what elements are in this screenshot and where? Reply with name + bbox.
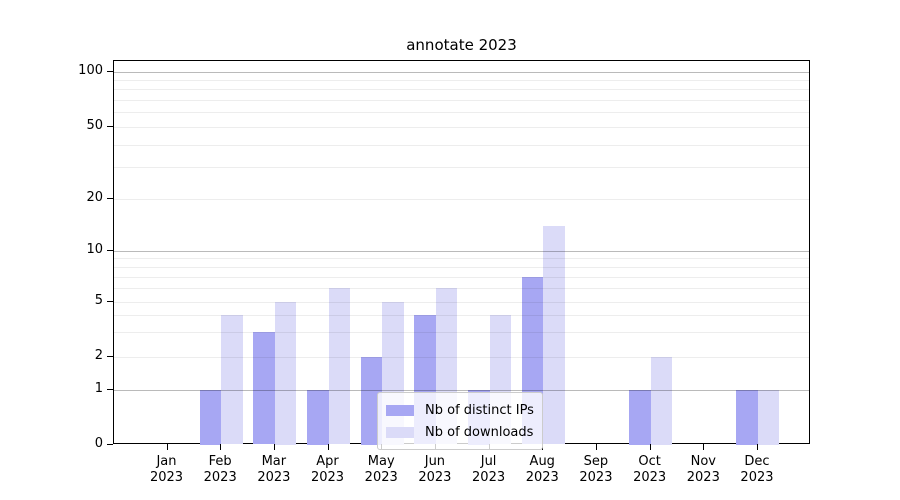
y-tick-mark bbox=[106, 198, 113, 199]
gridline-minor bbox=[114, 258, 809, 260]
bar-downloads-aug bbox=[543, 225, 565, 445]
gridline-minor bbox=[114, 288, 809, 290]
legend-swatch-distinct-ips bbox=[386, 404, 414, 416]
x-tick-mark bbox=[756, 444, 758, 450]
bar-distinct-ips-feb bbox=[199, 390, 222, 445]
y-tick-mark bbox=[106, 126, 113, 127]
bar-distinct-ips-mar bbox=[253, 332, 275, 445]
gridline-minor bbox=[114, 266, 809, 268]
bar-downloads-dec bbox=[757, 390, 780, 445]
y-tick-mark bbox=[106, 356, 113, 357]
bar-distinct-ips-apr bbox=[307, 390, 329, 445]
gridline-minor bbox=[114, 199, 809, 200]
legend-row-downloads: Nb of downloads bbox=[386, 421, 534, 443]
legend: Nb of distinct IPs Nb of downloads bbox=[377, 392, 543, 450]
y-tick-mark bbox=[106, 249, 113, 251]
bar-distinct-ips-dec bbox=[736, 390, 758, 445]
y-tick-label: 0 bbox=[94, 435, 103, 451]
legend-label-downloads: Nb of downloads bbox=[425, 424, 534, 440]
bar-downloads-oct bbox=[650, 357, 673, 445]
bar-downloads-mar bbox=[274, 301, 297, 445]
gridline-minor bbox=[114, 315, 809, 317]
x-tick-label: Sep 2023 bbox=[579, 454, 613, 485]
bar-distinct-ips-may bbox=[360, 357, 383, 445]
x-tick-label: May 2023 bbox=[364, 454, 398, 485]
x-tick-label: Nov 2023 bbox=[686, 454, 720, 485]
gridline-minor bbox=[114, 332, 809, 334]
x-tick-label: Feb 2023 bbox=[203, 454, 237, 485]
legend-row-distinct-ips: Nb of distinct IPs bbox=[386, 399, 534, 421]
x-tick-label: Jul 2023 bbox=[472, 454, 506, 485]
gridline-minor bbox=[114, 167, 809, 169]
legend-label-distinct-ips: Nb of distinct IPs bbox=[425, 402, 534, 418]
gridline-major bbox=[114, 390, 809, 391]
gridline-minor bbox=[114, 100, 809, 102]
x-tick-label: Apr 2023 bbox=[310, 454, 345, 485]
y-tick-mark bbox=[106, 389, 113, 390]
y-tick-label: 100 bbox=[78, 62, 103, 78]
x-tick-label: Jan 2023 bbox=[149, 454, 184, 485]
x-tick-label: Jun 2023 bbox=[418, 454, 452, 485]
y-tick-label: 1 bbox=[94, 381, 103, 396]
bar-downloads-feb bbox=[221, 315, 243, 445]
gridline-minor bbox=[114, 301, 809, 303]
y-tick-mark bbox=[106, 70, 113, 72]
x-tick-mark bbox=[166, 444, 168, 450]
gridline-minor bbox=[114, 276, 809, 278]
gridline-minor bbox=[114, 112, 809, 114]
gridline-minor bbox=[114, 144, 809, 146]
x-tick-label: Dec 2023 bbox=[740, 454, 774, 485]
chart-title: annotate 2023 bbox=[406, 36, 517, 54]
x-tick-mark bbox=[220, 444, 222, 450]
x-tick-mark bbox=[649, 444, 651, 450]
gridline-major bbox=[114, 71, 809, 73]
gridline-minor bbox=[114, 79, 809, 81]
legend-swatch-downloads bbox=[386, 426, 414, 438]
bar-downloads-apr bbox=[328, 288, 351, 445]
x-tick-label: Aug 2023 bbox=[525, 454, 559, 485]
y-tick-mark bbox=[106, 300, 113, 302]
y-tick-label: 50 bbox=[86, 118, 103, 133]
plot-area bbox=[113, 60, 810, 445]
y-tick-label: 5 bbox=[94, 292, 103, 308]
x-tick-mark bbox=[703, 444, 705, 450]
y-tick-label: 10 bbox=[86, 241, 103, 257]
gridline-minor bbox=[114, 357, 809, 358]
x-tick-mark bbox=[273, 444, 275, 450]
y-tick-label: 2 bbox=[94, 348, 103, 363]
x-tick-label: Oct 2023 bbox=[633, 454, 667, 485]
x-tick-mark bbox=[327, 444, 329, 450]
x-tick-mark bbox=[595, 444, 597, 450]
gridline-minor bbox=[114, 89, 809, 91]
y-tick-mark bbox=[106, 443, 113, 445]
bar-distinct-ips-oct bbox=[629, 390, 651, 445]
x-tick-label: Mar 2023 bbox=[257, 454, 291, 485]
gridline-minor bbox=[114, 127, 809, 128]
y-tick-label: 20 bbox=[86, 190, 103, 205]
gridline-major bbox=[114, 250, 809, 252]
